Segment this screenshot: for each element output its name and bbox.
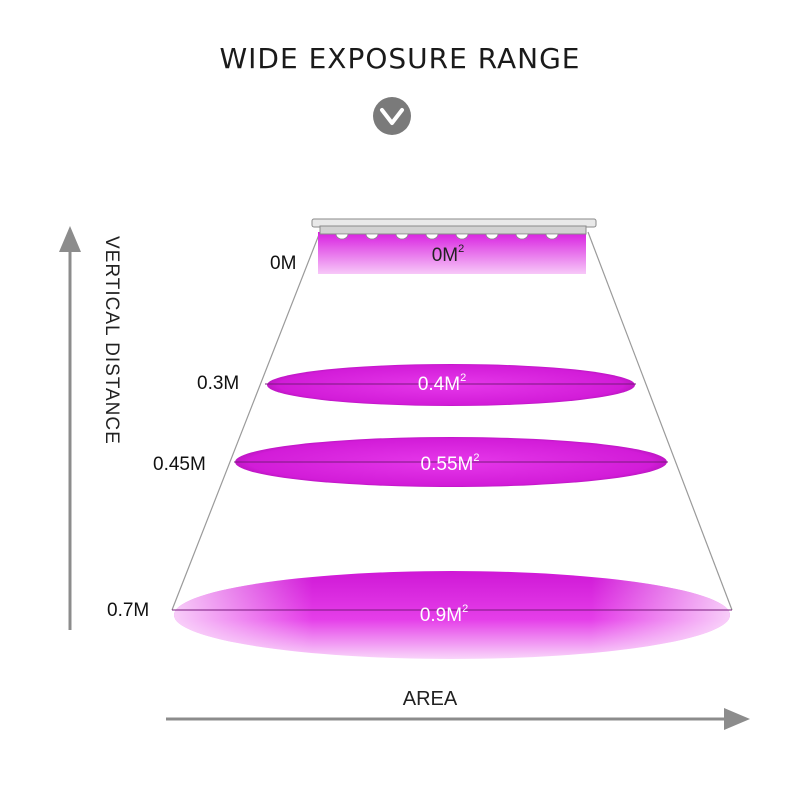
distance-label-2: 0.45M: [153, 454, 206, 475]
area-label-0: 0M2: [431, 243, 465, 266]
horizontal-axis-label: AREA: [402, 688, 458, 710]
lamp-glow: [318, 232, 586, 274]
area-label-1: 0.4M2: [417, 372, 467, 395]
distance-label-0: 0M: [270, 253, 297, 274]
area-ellipse-0.45m: [234, 437, 668, 487]
vertical-axis-label: VERTICAL DISTANCE: [101, 236, 122, 445]
chevron-down-circle-icon: [373, 97, 411, 135]
vertical-axis-arrow: [59, 226, 81, 630]
grow-light-bar-icon: [311, 218, 597, 240]
area-label-3: 0.9M2: [419, 603, 469, 626]
area-ellipse-0.7m: [172, 571, 732, 659]
area-ellipse-0.3m: [265, 364, 636, 406]
page-title: WIDE EXPOSURE RANGE: [219, 42, 581, 75]
horizontal-axis-arrow: [166, 708, 750, 730]
area-label-2: 0.55M2: [420, 452, 480, 475]
light-cone-outline: [171, 231, 733, 611]
distance-label-3: 0.7M: [107, 600, 150, 621]
distance-label-1: 0.3M: [197, 373, 240, 394]
